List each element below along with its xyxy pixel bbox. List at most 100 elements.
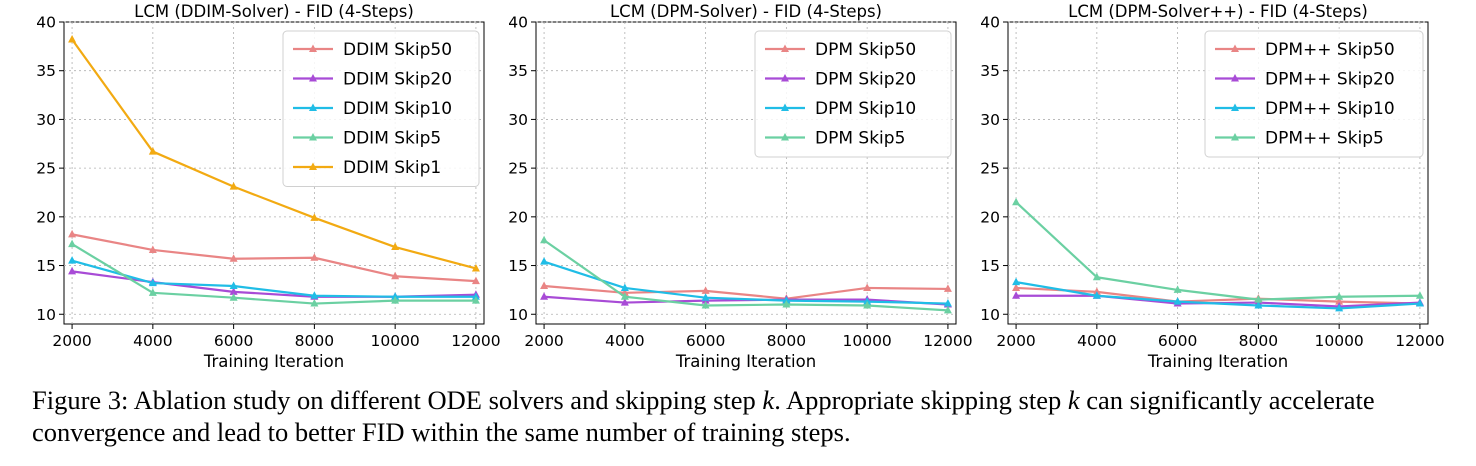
series-ddim-skip1 <box>68 35 480 272</box>
chart-title-dpmpp: LCM (DPM-Solver++) - FID (4-Steps) <box>1068 2 1368 21</box>
data-point-marker <box>148 278 157 287</box>
data-point-marker <box>1092 272 1101 281</box>
series-ddim-skip50 <box>68 229 480 285</box>
legend-dpmpp: DPM++ Skip50 DPM++ Skip20 DPM++ Skip10 DPM+… <box>1204 30 1424 158</box>
y-tick-label: 10 <box>508 306 528 324</box>
y-tick-label: 25 <box>980 160 1000 178</box>
data-point-marker <box>863 283 872 291</box>
data-point-marker <box>229 287 238 295</box>
data-point-marker <box>863 300 872 309</box>
legend-label: DPM Skip10 <box>815 99 916 119</box>
legend-item: DPM Skip50 <box>765 40 916 60</box>
series-line <box>1015 201 1420 301</box>
series-dpm-skip5 <box>1012 197 1424 303</box>
legend-label: DPM Skip50 <box>815 40 916 60</box>
series-line <box>1016 286 1420 305</box>
data-point-marker <box>943 305 952 314</box>
data-point-marker <box>540 235 549 244</box>
series-line <box>71 38 477 270</box>
legend-marker <box>1231 74 1239 82</box>
y-tick-label: 35 <box>980 62 1000 80</box>
legend-marker <box>309 103 317 111</box>
x-tick-label: 12000 <box>451 332 500 350</box>
x-tick-label: 10000 <box>370 332 419 350</box>
data-point-marker <box>540 257 549 265</box>
legend-item: DPM Skip10 <box>765 99 916 119</box>
legend-item: DPM++ Skip5 <box>1215 129 1384 149</box>
data-point-marker <box>1335 292 1344 300</box>
x-tick-label: 8000 <box>295 332 334 350</box>
data-point-marker <box>471 296 480 304</box>
x-tick-label: 2000 <box>524 332 563 350</box>
series-dpm-skip10 <box>540 257 952 307</box>
series-dpm-skip50 <box>540 281 952 302</box>
legend-marker <box>781 44 789 52</box>
data-point-marker <box>540 281 549 290</box>
data-point-marker <box>943 284 952 292</box>
legend-item: DPM++ Skip50 <box>1215 40 1395 60</box>
x-tick-label: 12000 <box>1395 332 1444 350</box>
legend-marker <box>309 162 317 170</box>
legend-item: DPM Skip5 <box>765 129 905 149</box>
data-point-marker <box>68 256 77 264</box>
x-tick-label: 10000 <box>1314 332 1363 350</box>
x-tick-label: 8000 <box>1239 332 1278 350</box>
data-point-marker <box>229 281 238 290</box>
data-point-marker <box>471 276 480 285</box>
caption-text: Ablation study on different ODE solvers … <box>32 385 1375 447</box>
data-point-marker <box>1415 299 1424 307</box>
x-tick-label: 12000 <box>923 332 972 350</box>
legend-box <box>282 30 480 187</box>
legend-label: DDIM Skip10 <box>343 99 452 119</box>
x-axis-label-dpm: Training Iteration <box>675 352 816 371</box>
x-tick-label: 6000 <box>214 332 253 350</box>
legend-ddim: DDIM Skip50 DDIM Skip20 DDIM Skip10 DDIM Sk… <box>282 30 480 187</box>
x-tick-label: 4000 <box>133 332 172 350</box>
data-point-marker <box>68 35 77 43</box>
data-point-marker <box>1415 291 1424 299</box>
y-tick-label: 25 <box>508 160 528 178</box>
legend-label: DPM++ Skip10 <box>1265 99 1395 119</box>
y-tick-label: 35 <box>36 62 56 80</box>
data-point-marker <box>68 229 77 238</box>
data-point-marker <box>620 292 629 300</box>
data-point-marker <box>1173 297 1182 305</box>
data-point-marker <box>1254 295 1263 303</box>
y-tick-label: 10 <box>980 306 1000 324</box>
y-tick-label: 25 <box>36 160 56 178</box>
legend-marker <box>309 44 317 52</box>
data-point-marker <box>1173 285 1182 293</box>
legend-label: DPM Skip20 <box>815 70 916 90</box>
series-line <box>71 243 476 305</box>
x-axis-label-ddim: Training Iteration <box>203 352 344 371</box>
x-tick-label: 6000 <box>686 332 725 350</box>
data-point-marker <box>782 296 791 304</box>
x-axis-label-dpmpp: Training Iteration <box>1147 352 1288 371</box>
legend-marker <box>309 133 317 141</box>
data-point-marker <box>1012 283 1021 291</box>
series-line <box>71 259 476 298</box>
series-line <box>543 260 948 305</box>
data-point-marker <box>391 271 400 280</box>
chart-title-ddim: LCM (DDIM-Solver) - FID (4-Steps) <box>134 2 414 21</box>
legend-dpm: DPM Skip50 DPM Skip20 DPM Skip10 DPM Skip5 <box>754 30 952 158</box>
data-point-marker <box>391 242 400 251</box>
data-point-marker <box>863 297 872 305</box>
y-tick-label: 30 <box>980 111 1000 129</box>
data-point-marker <box>620 288 629 296</box>
data-point-marker <box>1335 303 1344 312</box>
data-point-marker <box>391 292 400 300</box>
chart-content-dpm: 10 15 20 25 30 35 40 2000 4000 6000 8000 10000 12000… <box>508 14 972 351</box>
data-point-marker <box>68 266 77 275</box>
data-point-marker <box>620 283 629 291</box>
legend-marker <box>781 74 789 82</box>
data-point-marker <box>701 300 710 309</box>
legend-marker <box>781 103 789 111</box>
series-ddim-skip5 <box>68 239 480 307</box>
data-point-marker <box>68 239 77 248</box>
y-tick-label: 15 <box>980 257 1000 275</box>
series-dpm-skip10 <box>1012 277 1424 312</box>
y-tick-label: 15 <box>508 257 528 275</box>
y-tick-label: 40 <box>508 14 528 32</box>
